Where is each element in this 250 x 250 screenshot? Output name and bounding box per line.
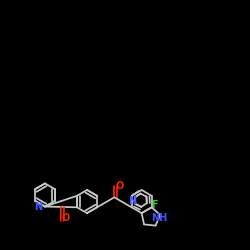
Text: F: F bbox=[152, 200, 158, 210]
Text: O: O bbox=[115, 181, 124, 191]
Text: N: N bbox=[34, 202, 42, 211]
Text: N: N bbox=[128, 196, 137, 206]
Text: NH: NH bbox=[152, 212, 168, 222]
Text: O: O bbox=[62, 213, 70, 223]
